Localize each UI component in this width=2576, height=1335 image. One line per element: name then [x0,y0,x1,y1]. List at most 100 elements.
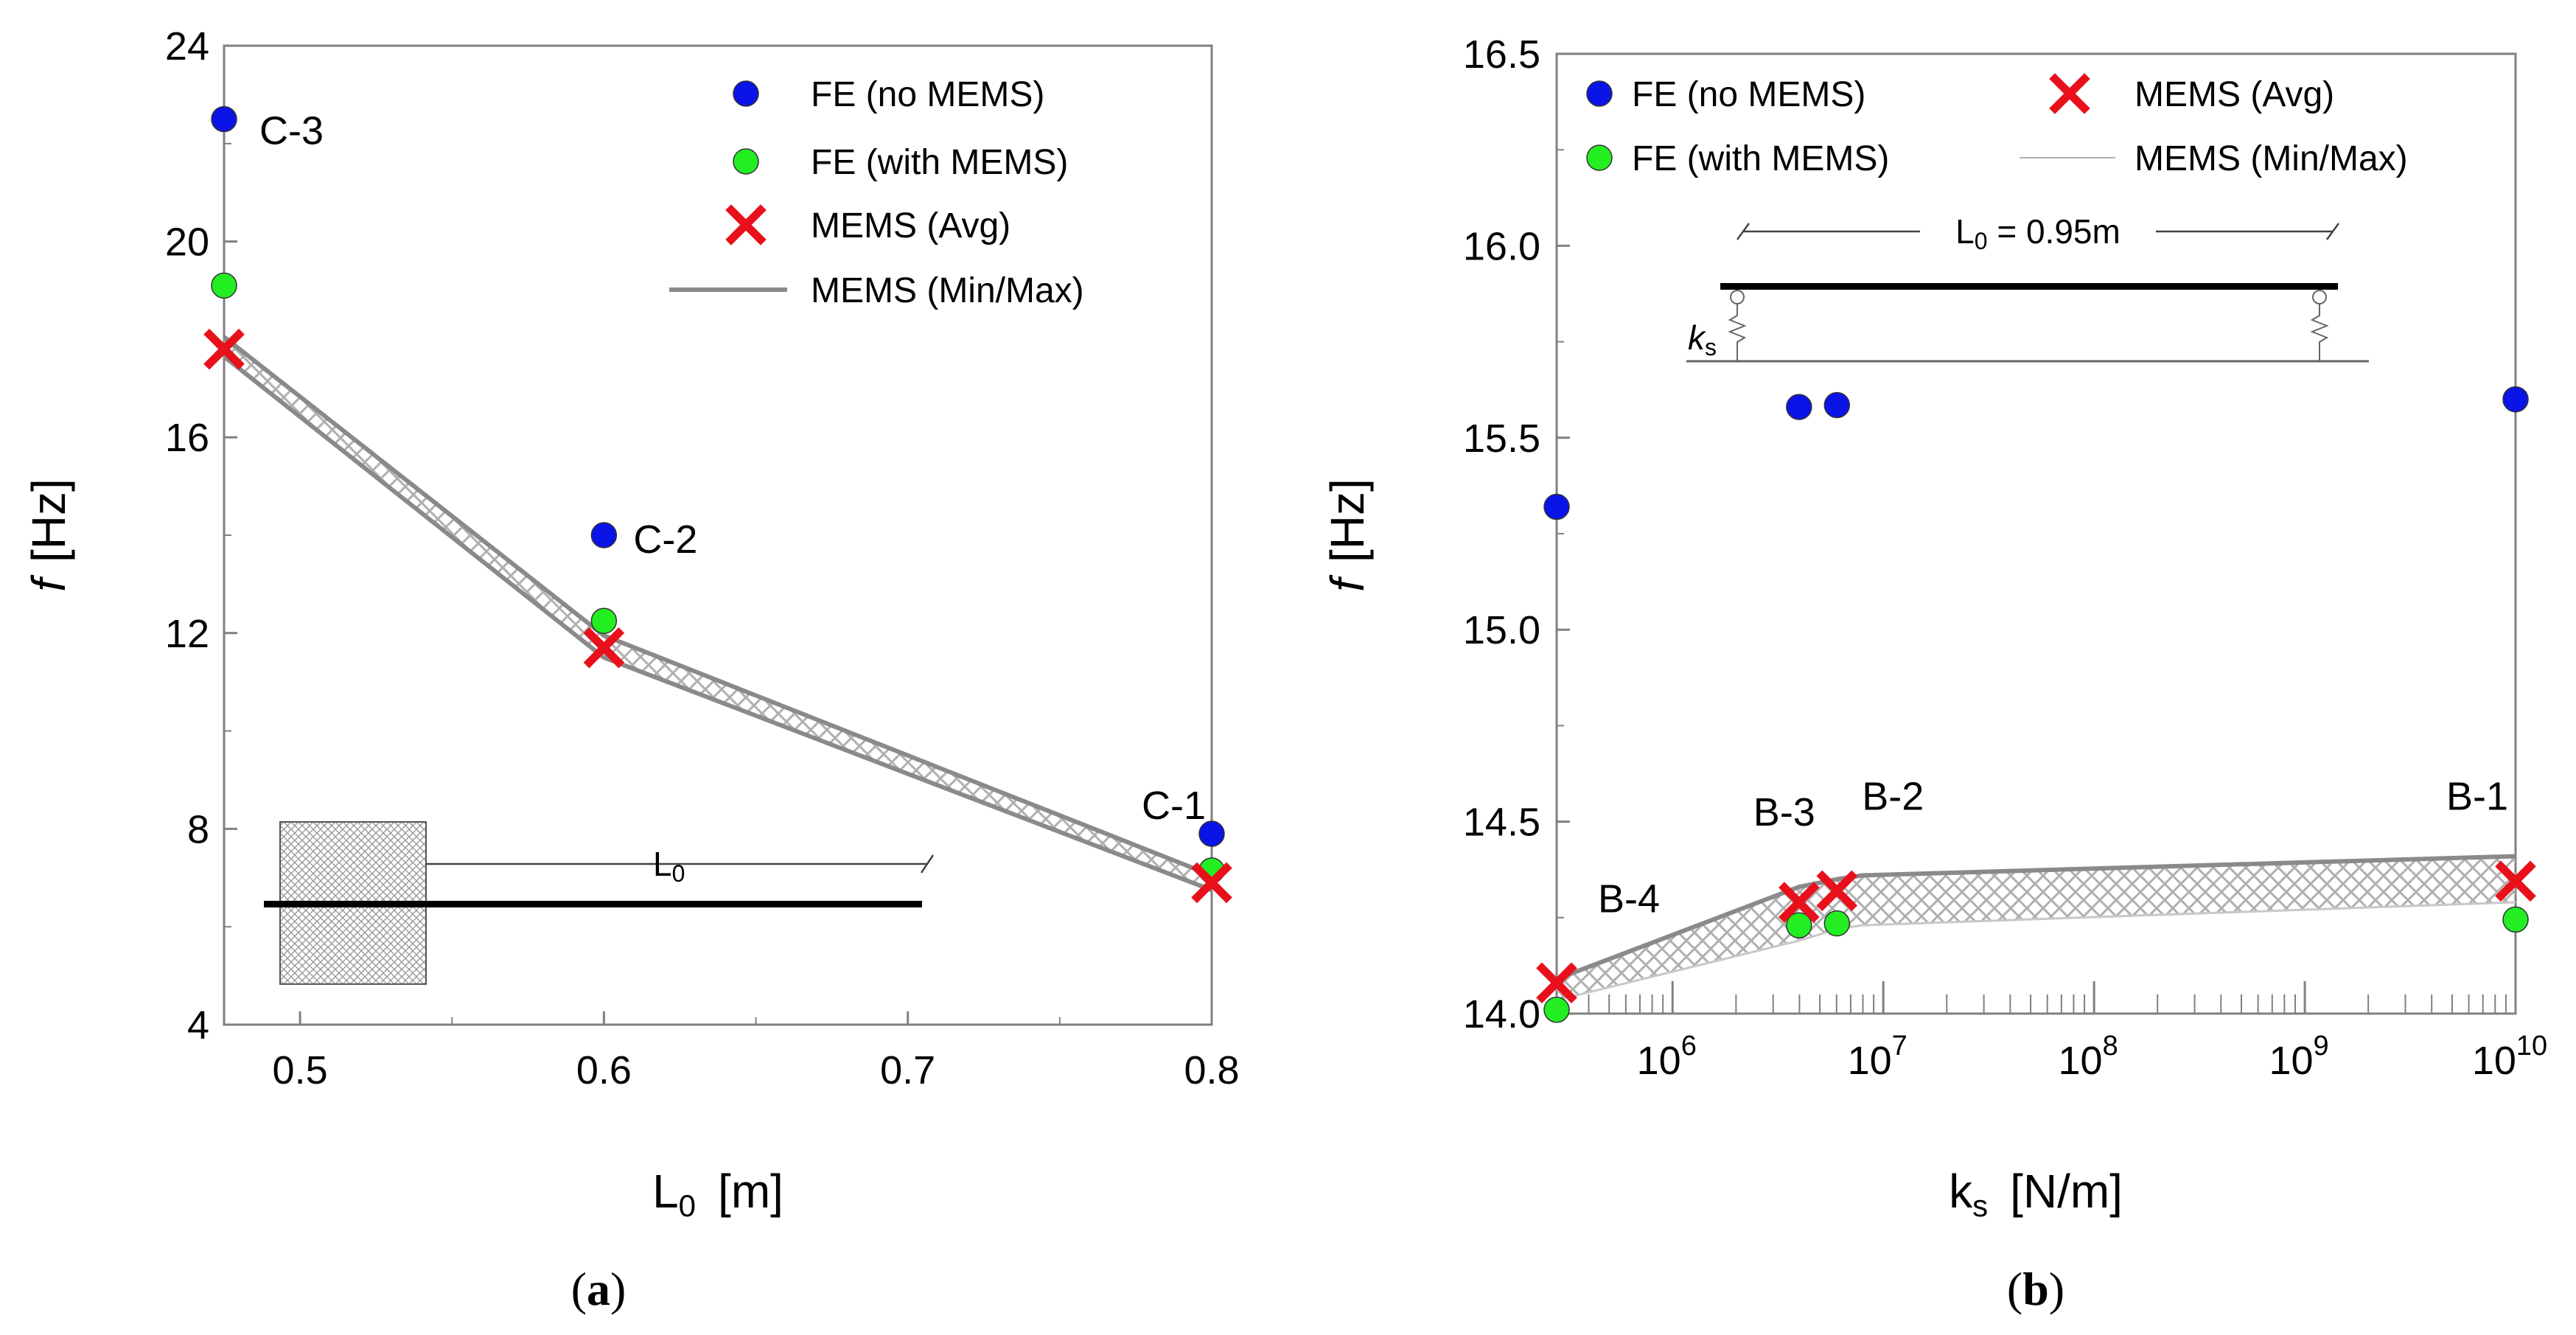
x-axis-title-b: ks [N/m] [1949,1165,2123,1223]
x-tick-base-b: 10 [2472,1039,2516,1083]
minmax-line-max-a [223,335,1213,878]
x-tick-base-b: 10 [2269,1039,2313,1083]
inset-dimension-tick-right-b [2325,223,2340,240]
chart-a: 4 8 12 16 20 24 0.5 0.6 0.7 0.8 L0 C-3 C-2 C-1 FE (… [22,24,1240,1315]
y-tick-label-b: 16.0 [1463,224,1540,268]
marks-b [1536,386,2536,1023]
annotations-b: B-4 B-3 B-2 B-1 [1598,774,2508,921]
fe-with-mems-point-b [1786,912,1812,938]
mems-avg-point-b-stroke [1816,870,1858,912]
x-tick-label-a: 0.8 [1184,1048,1239,1092]
legend-label-b: FE (no MEMS) [1632,75,1865,114]
y-tick-label-a: 20 [165,220,209,265]
mems-avg-point-a [203,328,245,370]
minmax-band-a [223,335,1213,893]
legend-marker-fe-no-mems-a [733,80,759,107]
y-tick-label-a: 24 [165,24,209,69]
minmax-line-min-a [223,355,1213,893]
y-tick-label-a: 8 [187,807,209,851]
legend-marker-mems-avg-a-stroke [725,204,767,245]
inset-dimension-tick-a [920,854,935,874]
mems-avg-point-b [1779,882,1820,923]
mems-avg-point-b [1536,962,1577,1004]
annotation-label-b: B-3 [1753,790,1815,834]
legend-marker-fe-with-mems-b [1586,144,1613,171]
annotation-label-b: B-2 [1862,774,1924,818]
x-axis-title-a: L0 [m] [652,1165,783,1223]
y-tick-label-a: 12 [165,612,209,656]
mems-avg-point-a [1191,862,1232,904]
mems-avg-point-a [583,627,625,669]
legend-b: FE (no MEMS) MEMS (Avg) FE (with MEMS) MEMS… [1586,73,2408,178]
x-tick-exponent-b: 9 [2314,1031,2329,1062]
inset-diagram-b: L0 = 0.95m ks [1686,212,2369,363]
inset-dimension-tick-left-b [1736,223,1751,240]
inset-length-label-a: L0 [653,845,685,887]
mems-avg-point-b-stroke [2495,860,2536,902]
inset-diagram-a: L0 [264,821,935,985]
ticks-a: 4 8 12 16 20 24 0.5 0.6 0.7 0.8 [165,24,1240,1092]
fe-with-mems-point-a [211,272,237,299]
y-tick-label-b: 14.5 [1463,801,1540,845]
x-tick-base-b: 10 [1637,1039,1681,1083]
annotations-a: C-3 C-2 C-1 [259,109,1206,828]
y-tick-label-b: 16.5 [1463,32,1540,77]
legend-label-b: MEMS (Min/Max) [2135,139,2408,178]
legend-label-a: MEMS (Avg) [811,206,1010,245]
mems-avg-point-b [2495,860,2536,902]
legend-marker-mems-avg-a [725,204,767,245]
x-tick-label-a: 0.6 [576,1048,632,1092]
inset-beam-a [264,901,922,907]
legend-label-a: FE (with MEMS) [811,143,1068,182]
legend-marker-fe-with-mems-a [733,148,759,175]
inset-support-right-b [2312,290,2327,304]
x-tick-exponent-b: 10 [2516,1031,2547,1062]
y-tick-label-b: 14.0 [1463,992,1540,1036]
inset-support-left-b [1730,290,1745,304]
x-tick-label-a: 0.5 [273,1048,328,1092]
y-tick-label-a: 16 [165,416,209,460]
panel-label-a: (a) [571,1263,626,1315]
y-tick-label-b: 15.5 [1463,416,1540,461]
fe-no-mems-point-b [1823,391,1851,419]
legend-marker-mems-avg-b [2049,73,2090,114]
y-tick-label-a: 4 [187,1003,209,1048]
annotation-label-b: B-4 [1598,876,1660,921]
legend-marker-fe-no-mems-b [1586,80,1613,107]
mems-avg-point-b [1816,870,1858,912]
fe-with-mems-point-b [1823,910,1851,937]
fe-no-mems-point-a [211,105,237,133]
legend-label-a: MEMS (Min/Max) [811,271,1084,310]
annotation-label-a: C-3 [259,109,324,153]
minmax-line-max-b [1555,854,2516,981]
annotation-label-b: B-1 [2446,774,2508,818]
fe-no-mems-point-a [1198,820,1225,847]
legend-a: FE (no MEMS) FE (with MEMS) MEMS (Avg) MEMS… [669,75,1084,310]
fe-no-mems-point-b [1786,394,1812,420]
panel-label-b: (b) [2007,1263,2064,1315]
x-tick-label-a: 0.7 [880,1048,935,1092]
mems-avg-point-b-stroke [1536,962,1577,1004]
annotation-label-a: C-2 [633,517,697,562]
x-tick-label-b: 1010 [2472,1031,2547,1083]
y-axis-title-b: f[Hz] [1321,478,1374,592]
inset-beam-b [1720,283,2338,290]
fe-with-mems-point-b [2502,906,2529,933]
inset-length-label-b: L0 = 0.95m [1955,212,2121,254]
minmax-band-fill-b [1557,856,2516,1000]
x-tick-label-b: 106 [1637,1031,1697,1083]
mems-avg-point-b-stroke [1779,882,1820,923]
legend-label-b: MEMS (Avg) [2135,75,2334,114]
x-tick-base-b: 10 [1848,1039,1892,1083]
inset-spring-left-b [1728,304,1747,361]
minmax-band-fill-a [224,337,1212,890]
inset-spring-right-b [2310,304,2329,361]
fe-no-mems-point-b [1543,493,1570,520]
x-tick-exponent-b: 8 [2103,1031,2118,1062]
x-tick-label-b: 109 [2269,1031,2328,1083]
annotation-label-a: C-1 [1142,784,1206,828]
fe-with-mems-point-b [1543,997,1570,1023]
